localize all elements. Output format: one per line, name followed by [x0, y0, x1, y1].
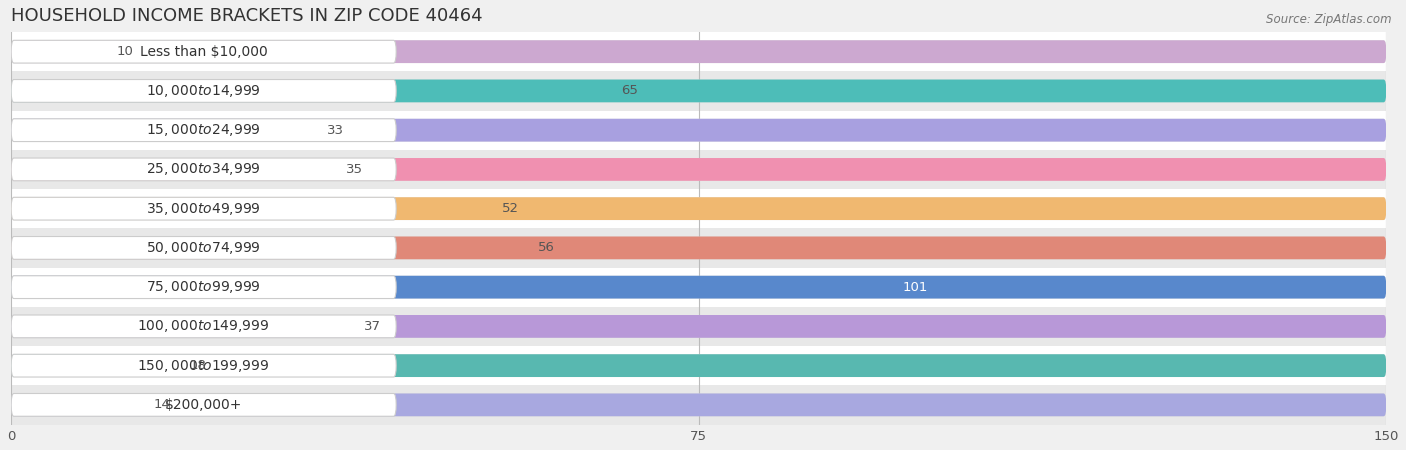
Text: $35,000 to $49,999: $35,000 to $49,999: [146, 201, 262, 216]
Text: 56: 56: [538, 241, 555, 254]
Bar: [11, 150, 1386, 189]
FancyBboxPatch shape: [11, 393, 396, 416]
FancyBboxPatch shape: [11, 237, 1386, 259]
Bar: [11, 71, 1386, 111]
Text: 65: 65: [621, 85, 638, 97]
Text: 33: 33: [328, 124, 344, 137]
Text: 14: 14: [153, 398, 170, 411]
FancyBboxPatch shape: [11, 40, 396, 63]
FancyBboxPatch shape: [11, 276, 1386, 298]
Bar: [11, 346, 1386, 385]
Bar: [11, 385, 1386, 424]
FancyBboxPatch shape: [11, 315, 396, 338]
Text: $75,000 to $99,999: $75,000 to $99,999: [146, 279, 262, 295]
Text: $25,000 to $34,999: $25,000 to $34,999: [146, 162, 262, 177]
Bar: [11, 32, 1386, 71]
FancyBboxPatch shape: [11, 237, 396, 259]
Bar: [11, 189, 1386, 228]
FancyBboxPatch shape: [11, 354, 1386, 377]
FancyBboxPatch shape: [11, 158, 396, 181]
FancyBboxPatch shape: [11, 119, 396, 142]
FancyBboxPatch shape: [11, 40, 1386, 63]
FancyBboxPatch shape: [11, 393, 1386, 416]
FancyBboxPatch shape: [11, 315, 1386, 338]
FancyBboxPatch shape: [11, 354, 396, 377]
Text: Less than $10,000: Less than $10,000: [139, 45, 267, 58]
FancyBboxPatch shape: [11, 276, 396, 298]
FancyBboxPatch shape: [11, 393, 1386, 416]
Text: 35: 35: [346, 163, 363, 176]
FancyBboxPatch shape: [11, 158, 1386, 181]
Text: $15,000 to $24,999: $15,000 to $24,999: [146, 122, 262, 138]
Text: 52: 52: [502, 202, 519, 215]
FancyBboxPatch shape: [11, 40, 1386, 63]
FancyBboxPatch shape: [11, 197, 396, 220]
FancyBboxPatch shape: [11, 197, 1386, 220]
Text: 18: 18: [190, 359, 207, 372]
Text: $10,000 to $14,999: $10,000 to $14,999: [146, 83, 262, 99]
FancyBboxPatch shape: [11, 80, 1386, 102]
Text: $100,000 to $149,999: $100,000 to $149,999: [138, 319, 270, 334]
FancyBboxPatch shape: [11, 119, 1386, 142]
FancyBboxPatch shape: [11, 237, 1386, 259]
FancyBboxPatch shape: [11, 80, 396, 102]
Text: Source: ZipAtlas.com: Source: ZipAtlas.com: [1267, 14, 1392, 27]
Bar: [11, 307, 1386, 346]
FancyBboxPatch shape: [11, 197, 1386, 220]
FancyBboxPatch shape: [11, 354, 1386, 377]
Text: HOUSEHOLD INCOME BRACKETS IN ZIP CODE 40464: HOUSEHOLD INCOME BRACKETS IN ZIP CODE 40…: [11, 7, 482, 25]
FancyBboxPatch shape: [11, 276, 1386, 298]
Text: $150,000 to $199,999: $150,000 to $199,999: [138, 358, 270, 373]
Text: 10: 10: [117, 45, 134, 58]
Bar: [11, 228, 1386, 267]
FancyBboxPatch shape: [11, 119, 1386, 142]
FancyBboxPatch shape: [11, 315, 1386, 338]
Text: 101: 101: [903, 281, 928, 294]
Text: $50,000 to $74,999: $50,000 to $74,999: [146, 240, 262, 256]
Bar: [11, 111, 1386, 150]
FancyBboxPatch shape: [11, 80, 1386, 102]
FancyBboxPatch shape: [11, 158, 1386, 181]
Text: $200,000+: $200,000+: [165, 398, 242, 412]
Bar: [11, 267, 1386, 307]
Text: 37: 37: [364, 320, 381, 333]
